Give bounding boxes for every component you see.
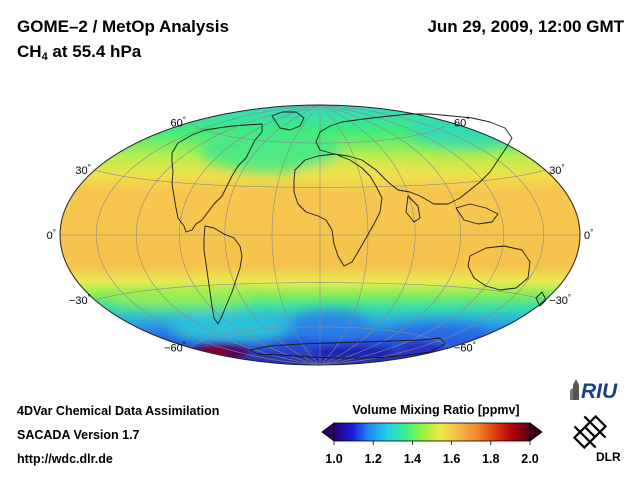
latitude-label: 0° (47, 228, 56, 242)
latitude-label: −30° (549, 293, 571, 307)
parallel-line (94, 169, 546, 188)
map-subtitle: CH4 at 55.4 hPa (17, 42, 141, 67)
latitude-labels-left: 60° 30° 0° −30° −60° (47, 115, 186, 354)
latitude-label: 60° (171, 115, 186, 129)
map-outline (59, 104, 581, 366)
map-title: GOME–2 / MetOp Analysis (17, 17, 229, 36)
colorbar-tick-label: 1.0 (325, 452, 343, 466)
coastlines (171, 111, 547, 359)
latitude-label: −30° (69, 293, 91, 307)
latitude-label: −60° (454, 341, 476, 355)
latitude-labels-right: 60° 30° 0° −30° −60° (454, 115, 593, 354)
riu-logo: RIU (570, 379, 618, 403)
pressure-level: at 55.4 hPa (47, 42, 142, 61)
colorbar-min-arrow (321, 422, 335, 442)
species-name: CH (17, 42, 42, 61)
parallel-line (189, 326, 451, 348)
colorbar-tick-label: 1.8 (482, 452, 500, 466)
colorbar-tick-label: 1.4 (403, 452, 422, 466)
latitude-label: 30° (75, 163, 90, 177)
latitude-label: 30° (549, 163, 564, 177)
colorbar-tick-label: 1.2 (364, 452, 382, 466)
analysis-datetime: Jun 29, 2009, 12:00 GMT (427, 17, 624, 36)
colorbar (321, 422, 543, 445)
latitude-label: 0° (584, 228, 593, 242)
colorbar-tick-label: 1.6 (442, 452, 461, 466)
footer-version: SACADA Version 1.7 (17, 428, 140, 442)
latitude-label: −60° (164, 341, 186, 355)
colorbar-tick-label: 2.0 (521, 452, 539, 466)
colorbar-title: Volume Mixing Ratio [ppmv] (352, 403, 520, 417)
riu-logo-text: RIU (581, 380, 618, 403)
dlr-logo-text: DLR (596, 450, 621, 464)
parallel-line (189, 122, 451, 144)
colorbar-max-arrow (529, 422, 543, 442)
parallel-line (94, 282, 546, 301)
footer-url: http://wdc.dlr.de (17, 452, 113, 466)
species-subscript: 4 (41, 51, 48, 63)
latitude-label: 60° (454, 115, 469, 129)
colorbar-gradient (333, 422, 531, 442)
colorbar-ticks (333, 441, 531, 445)
dlr-logo: DLR (572, 414, 621, 464)
footer-assimilation: 4DVar Chemical Data Assimilation (17, 404, 220, 418)
map-graticule (60, 104, 580, 366)
